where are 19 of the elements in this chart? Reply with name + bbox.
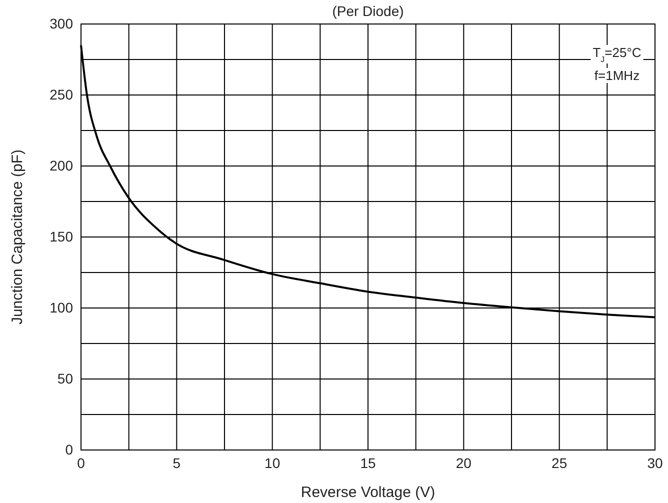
x-tick-label: 25 [552, 454, 568, 471]
x-tick-label: 15 [360, 454, 376, 471]
x-tick-label: 0 [77, 454, 86, 471]
chart-title: (Per Diode) [332, 3, 404, 19]
y-tick-label: 100 [50, 299, 74, 316]
x-tick-label: 30 [647, 454, 663, 471]
y-tick-label: 150 [50, 228, 74, 244]
annotation: T$_{J}$=25°C [592, 45, 642, 64]
x-tick-label: 10 [264, 454, 280, 471]
x-axis-title: Reverse Voltage (V) [300, 484, 436, 501]
y-tick-label: 200 [50, 157, 74, 174]
x-tick-label: 20 [456, 454, 472, 471]
y-tick-label: 250 [50, 86, 74, 102]
y-tick-label: 0 [65, 441, 74, 458]
y-axis-title: Junction Capacitance (pF) [9, 149, 26, 325]
annotation: f=1MHz [594, 68, 640, 83]
x-tick-label: 5 [172, 454, 181, 471]
y-tick-label: 50 [57, 370, 74, 386]
y-tick-label: 300 [50, 15, 74, 32]
